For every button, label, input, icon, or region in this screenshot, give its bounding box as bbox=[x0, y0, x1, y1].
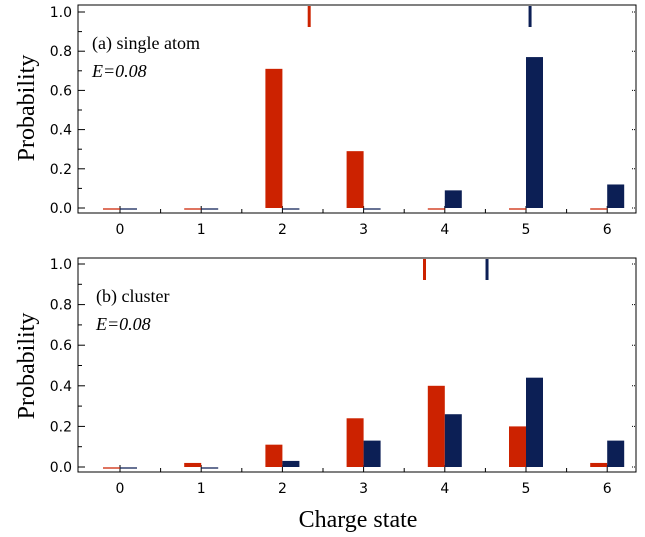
panel-a-y-tick-label: 0.4 bbox=[50, 123, 72, 139]
panel-b-label: (b) cluster bbox=[96, 286, 169, 307]
panel-b-x-tick-label: 0 bbox=[116, 481, 125, 497]
panel-b-y-tick-label: 0.8 bbox=[50, 298, 72, 314]
panel-a-y-tick-label: 1.0 bbox=[50, 5, 72, 21]
panel-b-x-tick-label: 4 bbox=[440, 481, 449, 497]
panel-a-energy-label: E=0.08 bbox=[91, 61, 147, 81]
x-axis-title: Charge state bbox=[299, 507, 418, 533]
panel-a-x-tick-label: 1 bbox=[197, 222, 206, 238]
panel-b-x-tick-label: 5 bbox=[522, 481, 531, 497]
panel-b-x-tick-label: 3 bbox=[359, 481, 368, 497]
panel-a-x-tick-label: 3 bbox=[359, 222, 368, 238]
panel-b-bar-atom bbox=[346, 418, 364, 467]
panel-a-y-tick-label: 0.8 bbox=[50, 44, 72, 60]
panel-a-bar-cluster bbox=[607, 184, 625, 208]
panel-a-y-tick-label: 0.6 bbox=[50, 83, 72, 99]
panel-b-bar-atom bbox=[427, 385, 445, 467]
panel-b-bar-cluster bbox=[282, 460, 300, 467]
panel-b-bar-atom bbox=[184, 462, 202, 467]
panel-a-bar-atom bbox=[265, 68, 283, 208]
panel-b-y-tick-label: 0.4 bbox=[50, 379, 72, 395]
panel-b-x-tick-label: 2 bbox=[278, 481, 287, 497]
panel-a-label: (a) single atom bbox=[92, 33, 200, 54]
panel-b-bar-cluster bbox=[363, 440, 381, 467]
panel-b-x-tick-label: 1 bbox=[197, 481, 206, 497]
panel-a-bar-cluster bbox=[526, 57, 543, 208]
panel-b-bar-cluster bbox=[444, 414, 462, 467]
panel-b-bar-cluster bbox=[526, 377, 543, 467]
panel-b-y-tick-label: 0.0 bbox=[50, 460, 72, 476]
panel-b-y-tick-label: 1.0 bbox=[50, 257, 72, 273]
panel-a-y-tick-label: 0.0 bbox=[50, 201, 72, 217]
panel-a-y-axis-title: Probability bbox=[14, 55, 40, 162]
panel-b-y-tick-label: 0.6 bbox=[50, 338, 72, 354]
panel-a-y-tick-label: 0.2 bbox=[50, 162, 72, 178]
panel-b-y-axis-title: Probability bbox=[14, 313, 40, 420]
panel-a-x-tick-label: 2 bbox=[278, 222, 287, 238]
panel-single-atom: Probability (a) single atom E=0.08 0.0 0.… bbox=[14, 4, 637, 238]
panel-b-bar-atom bbox=[509, 426, 526, 467]
panel-b-y-tick-label: 0.2 bbox=[50, 419, 72, 435]
panel-b-energy-label: E=0.08 bbox=[95, 314, 151, 334]
panel-a-bar-atom bbox=[346, 151, 364, 208]
panel-b-bar-cluster bbox=[607, 440, 625, 467]
panel-a-x-tick-label: 4 bbox=[440, 222, 449, 238]
panel-a-x-tick-label: 6 bbox=[603, 222, 612, 238]
panel-b-bar-atom bbox=[265, 444, 283, 467]
panel-a-bar-cluster bbox=[444, 190, 462, 208]
panel-a-x-tick-label: 5 bbox=[522, 222, 531, 238]
panel-b-x-tick-label: 6 bbox=[603, 481, 612, 497]
panel-a-x-tick-label: 0 bbox=[116, 222, 125, 238]
panel-b-bar-atom bbox=[590, 462, 608, 467]
panel-cluster: Probability (b) cluster E=0.08 0.0 0.2 0.4… bbox=[14, 257, 637, 497]
panel-a-plot-frame bbox=[77, 4, 637, 214]
